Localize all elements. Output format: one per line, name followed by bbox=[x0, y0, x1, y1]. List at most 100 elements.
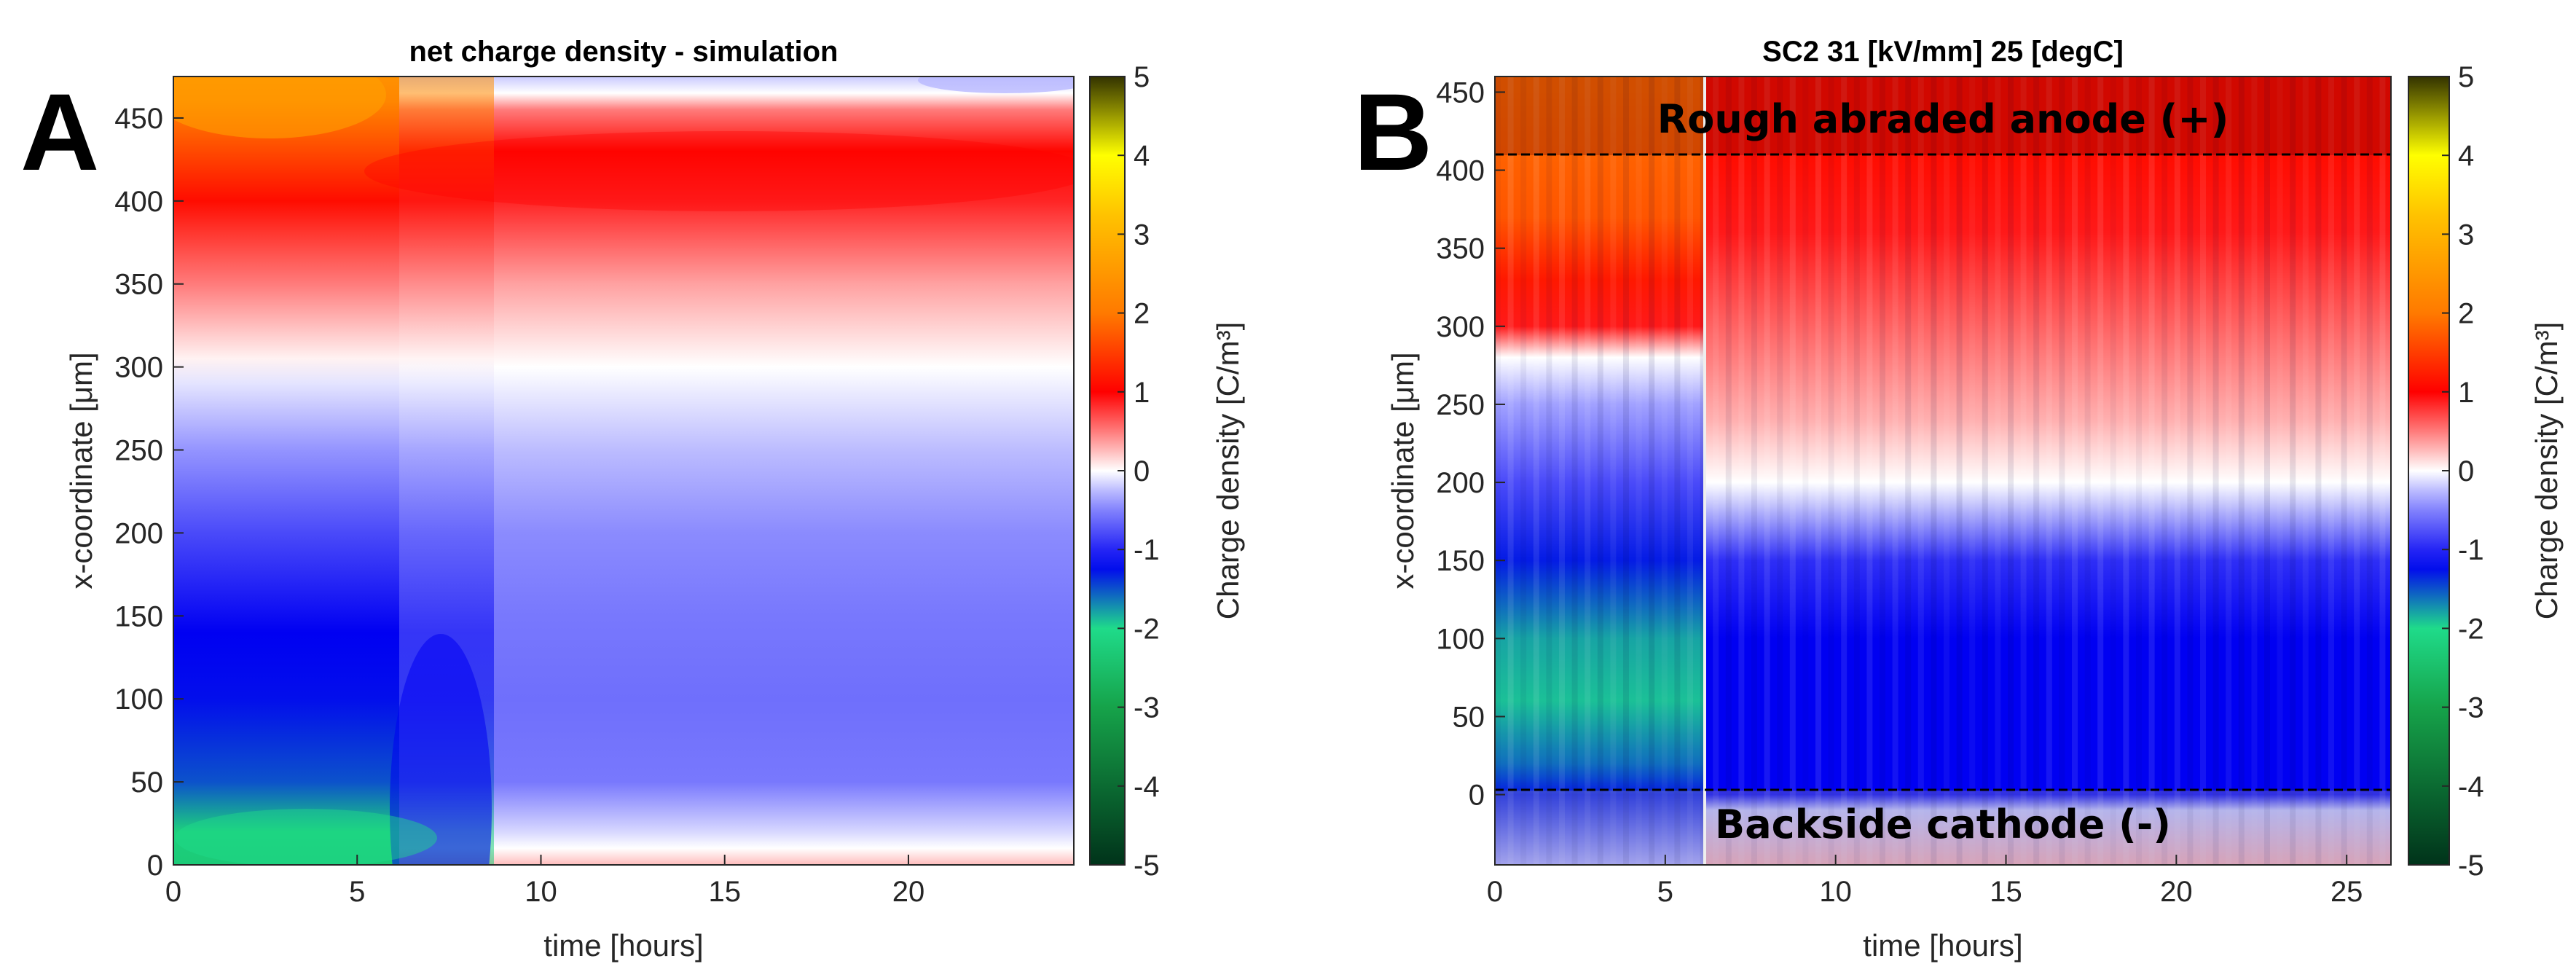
heatmap-b-stripes bbox=[1495, 77, 2386, 865]
heatmap-b-stripe bbox=[2290, 77, 2296, 865]
y-tick-label: 400 bbox=[114, 186, 163, 218]
heatmap-b-stripe bbox=[2084, 77, 2091, 865]
heatmap-b-stripe bbox=[2264, 77, 2270, 865]
heatmap-b-stripe bbox=[2059, 77, 2065, 865]
colorbar-tick-label: -4 bbox=[1134, 771, 1160, 803]
heatmap-b-stripe bbox=[1751, 77, 1757, 865]
y-tick-label: 100 bbox=[1436, 623, 1485, 655]
axes-frame-a bbox=[173, 76, 1075, 866]
heatmap-b-stripe bbox=[1982, 77, 1988, 865]
heatmap-b-stripe bbox=[1725, 77, 1732, 865]
heatmap-b-stripe bbox=[2136, 77, 2142, 865]
y-tick-label: 100 bbox=[114, 683, 163, 716]
heatmap-b-stripe bbox=[1571, 77, 1578, 865]
chart-title-b: SC2 31 [kV/mm] 25 [degC] bbox=[1762, 36, 2124, 68]
axes-frame-b bbox=[1494, 76, 2392, 866]
heatmap-b-stripe bbox=[2161, 77, 2168, 865]
colorbar-label-b: Charge density [C/m³] bbox=[2529, 322, 2564, 619]
heatmap-b-stripe bbox=[1789, 77, 1796, 865]
x-tick-label: 10 bbox=[525, 876, 557, 908]
heatmap-a bbox=[173, 77, 1074, 865]
heatmap-b-stripe bbox=[1610, 77, 1617, 865]
heatmap-b-stripe bbox=[2226, 77, 2232, 865]
y-tick-label: 50 bbox=[131, 767, 164, 799]
heatmap-b-stripe bbox=[1713, 77, 1719, 865]
chart-title-a: net charge density - simulation bbox=[409, 36, 838, 68]
heatmap-b-stripe bbox=[1738, 77, 1745, 865]
heatmap-b-stripe bbox=[1802, 77, 1809, 865]
heatmap-a-topright-blue bbox=[918, 77, 1074, 93]
heatmap-a-late bbox=[399, 77, 1074, 865]
y-tick-label: 300 bbox=[1436, 311, 1485, 343]
heatmap-b-stripe bbox=[1623, 77, 1629, 865]
heatmap-b-stripe bbox=[1585, 77, 1591, 865]
colorbar-tick-label: 0 bbox=[2458, 455, 2474, 487]
heatmap-b-stripe bbox=[1917, 77, 1924, 865]
heatmap-a-early bbox=[173, 77, 399, 865]
colorbar-tick-label: 2 bbox=[2458, 298, 2474, 330]
panel-label-a: A bbox=[20, 71, 99, 193]
heatmap-b-stripe bbox=[1866, 77, 1873, 865]
x-tick-label: 0 bbox=[1487, 876, 1503, 908]
heatmap-b-stripe bbox=[2123, 77, 2129, 865]
heatmap-b bbox=[1495, 77, 2391, 865]
colorbar-tick-label: 2 bbox=[1134, 298, 1150, 330]
y-tick-label: 300 bbox=[114, 352, 163, 384]
heatmap-b-stripe bbox=[1764, 77, 1770, 865]
heatmap-b-stripe bbox=[1815, 77, 1821, 865]
colorbar-label-a: Charge density [C/m³] bbox=[1211, 322, 1245, 619]
heatmap-a-red-band bbox=[364, 131, 1074, 211]
heatmap-b-stripe bbox=[2020, 77, 2027, 865]
y-tick-label: 400 bbox=[1436, 155, 1485, 187]
heatmap-b-stripe bbox=[1661, 77, 1668, 865]
heatmap-b-stripe bbox=[2072, 77, 2078, 865]
heatmap-b-stripe bbox=[2366, 77, 2373, 865]
heatmap-b-stripe bbox=[1533, 77, 1539, 865]
colorbar-tick-label: -3 bbox=[2458, 692, 2484, 724]
heatmap-b-stripe bbox=[1687, 77, 1693, 865]
heatmap-b-stripe bbox=[1495, 77, 1501, 865]
heatmap-b-stripe bbox=[2341, 77, 2347, 865]
anode-annotation: Rough abraded anode (+) bbox=[1657, 96, 2229, 142]
y-tick-label: 250 bbox=[114, 435, 163, 467]
x-tick-label: 15 bbox=[708, 876, 741, 908]
heatmap-b-stripe bbox=[1905, 77, 1912, 865]
heatmap-b-stripe bbox=[1853, 77, 1860, 865]
heatmap-b-stripe bbox=[1892, 77, 1898, 865]
y-tick-label: 150 bbox=[1436, 545, 1485, 577]
y-tick-label: 250 bbox=[1436, 389, 1485, 421]
y-axis-label-b: x-coordinate [μm] bbox=[1386, 352, 1420, 589]
heatmap-b-stripe bbox=[2354, 77, 2360, 865]
x-tick-label: 0 bbox=[165, 876, 181, 908]
colorbar-tick-label: 4 bbox=[2458, 140, 2474, 172]
y-tick-label: 350 bbox=[114, 269, 163, 301]
heatmap-b-stripe bbox=[2328, 77, 2334, 865]
heatmap-b-stripe bbox=[1546, 77, 1552, 865]
heatmap-a-orange-core bbox=[173, 77, 386, 138]
cathode-annotation: Backside cathode (-) bbox=[1715, 801, 2171, 847]
x-tick-label: 20 bbox=[892, 876, 925, 908]
heatmap-b-late bbox=[1705, 77, 2391, 865]
heatmap-b-stripe bbox=[1597, 77, 1603, 865]
x-tick-label: 25 bbox=[2330, 876, 2363, 908]
heatmap-b-bottom-shade bbox=[1495, 791, 2391, 865]
heatmap-b-stripe bbox=[2110, 77, 2116, 865]
heatmap-b-stripe bbox=[1649, 77, 1655, 865]
colorbar-b: 5 4 3 2 1 0 -1 -2 -3 -4 -5 Charge density [C/m³] bbox=[2408, 61, 2564, 882]
heatmap-b-stripe bbox=[1700, 77, 1706, 865]
heatmap-b-stripe bbox=[2033, 77, 2040, 865]
y-tick-label: 200 bbox=[1436, 467, 1485, 499]
x-tick-label: 5 bbox=[1657, 876, 1673, 908]
colorbar-tick-label: 3 bbox=[2458, 219, 2474, 251]
colorbar-tick-label: -1 bbox=[2458, 534, 2484, 566]
heatmap-b-stripe bbox=[1944, 77, 1949, 865]
heatmap-b-stripe bbox=[1674, 77, 1681, 865]
colorbar-tick-label: -1 bbox=[1134, 534, 1160, 566]
heatmap-b-stripe bbox=[1777, 77, 1783, 865]
colorbar-tick-label: -3 bbox=[1134, 692, 1160, 724]
colorbar-tick-label: -2 bbox=[2458, 613, 2484, 645]
y-tick-label: 200 bbox=[114, 517, 163, 549]
heatmap-b-top-shade bbox=[1495, 77, 2391, 155]
heatmap-b-stripe bbox=[1828, 77, 1834, 865]
